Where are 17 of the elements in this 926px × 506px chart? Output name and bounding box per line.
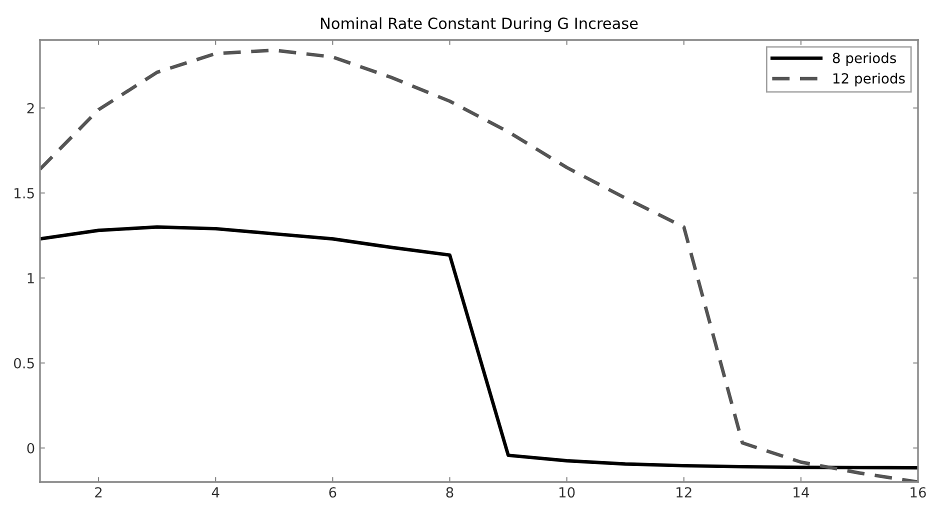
line-series — [40, 225, 918, 470]
y-tick-label: 1.5 — [14, 188, 34, 198]
y-tick-label: 0.5 — [14, 358, 34, 368]
x-tick-label: 14 — [794, 487, 809, 498]
x-tick-label: 2 — [95, 487, 102, 498]
x-tick-label: 4 — [212, 487, 220, 498]
legend-label: 8 periods — [832, 52, 896, 66]
x-tick-label: 6 — [329, 487, 336, 498]
chart-title: Nominal Rate Constant During G Increase — [320, 17, 638, 32]
x-tick-label: 10 — [559, 487, 575, 498]
y-tick-label: 1 — [28, 273, 34, 284]
x-tick-label: 12 — [676, 487, 692, 498]
x-tick-label: 8 — [446, 487, 454, 498]
y-tick-label: 0 — [27, 442, 34, 454]
legend-label: 12 periods — [833, 72, 905, 86]
y-tick-label: 2 — [27, 102, 34, 114]
x-tick-label: 16 — [910, 487, 926, 498]
